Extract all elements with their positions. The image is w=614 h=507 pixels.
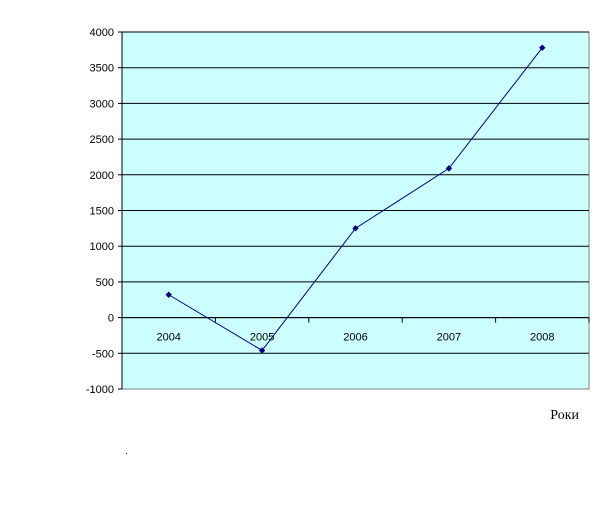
y-tick-label: 1000 <box>90 241 114 253</box>
y-tick-label: 3000 <box>90 98 114 110</box>
y-tick-label: 2500 <box>90 134 114 146</box>
x-axis <box>121 32 590 389</box>
y-tick-label: 1500 <box>90 206 114 218</box>
y-tick-label: 0 <box>108 313 114 325</box>
data-point <box>539 44 546 51</box>
x-tick-label: 2008 <box>530 332 554 344</box>
y-tick-label: 4000 <box>90 27 114 39</box>
data-point <box>445 165 453 172</box>
stray-dot <box>126 453 127 454</box>
series <box>165 44 546 354</box>
data-point <box>258 347 266 354</box>
y-tick-label: -1000 <box>86 384 114 396</box>
x-axis-label: Роки <box>550 408 579 423</box>
y-tick-label: 2000 <box>90 170 114 182</box>
data-point <box>165 291 172 298</box>
x-tick-label: 2006 <box>343 332 367 344</box>
y-axis-tick-labels: 4000 3500 3000 2500 2000 1500 1000 500 0 -500 -100… <box>86 27 122 396</box>
x-tick-label: 2005 <box>250 332 274 344</box>
x-axis-tick-labels: 2004 2005 2006 2007 2008 <box>156 332 554 344</box>
y-tick-label: 3500 <box>90 63 114 75</box>
x-tick-label: 2004 <box>156 332 180 344</box>
y-tick-label: 500 <box>96 277 114 289</box>
y-tick-label: -500 <box>92 348 114 360</box>
x-tick-label: 2007 <box>437 332 461 344</box>
data-point <box>352 225 359 232</box>
